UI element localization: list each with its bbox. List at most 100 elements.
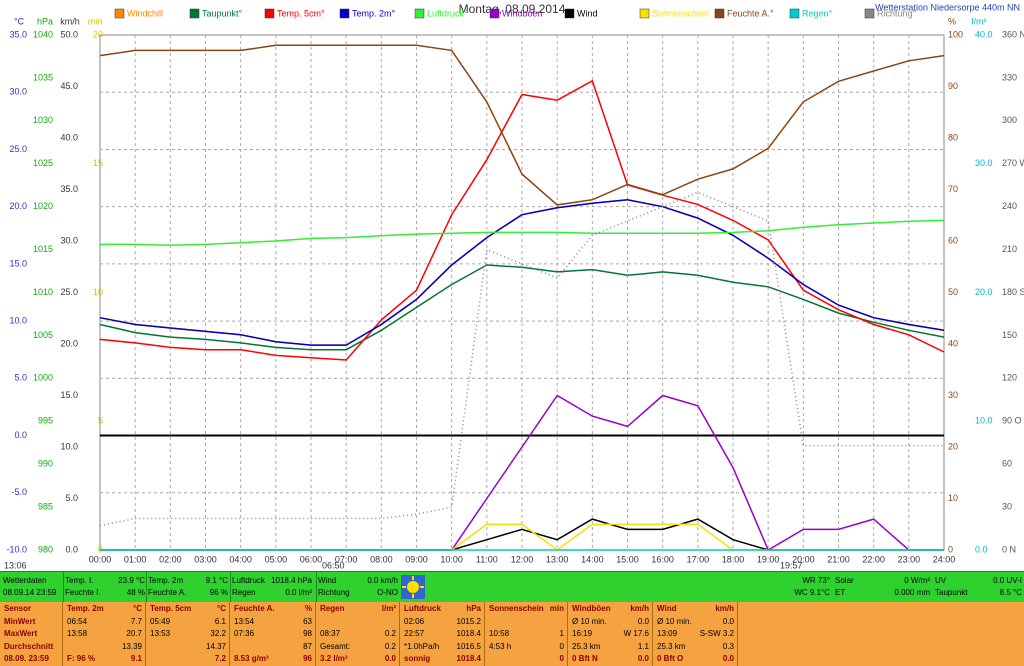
divider xyxy=(652,602,653,666)
legend-swatch xyxy=(114,8,125,19)
table-value: 0.2 xyxy=(384,641,396,651)
y-tick-label: 90 xyxy=(948,81,958,91)
y-tick-label: 30 xyxy=(1002,501,1012,511)
status-label: Regen xyxy=(232,588,256,597)
y-tick-label: 1030 xyxy=(33,115,53,125)
status-value: O-NO xyxy=(377,588,398,597)
y-tick-label: 20.0 xyxy=(60,338,78,348)
x-tick-label: 13:00 xyxy=(546,554,569,564)
y-tick-label: 5.0 xyxy=(65,493,78,503)
annotation: 06:50 xyxy=(322,560,345,570)
divider xyxy=(484,602,485,666)
status-value: WR 73° xyxy=(802,576,830,585)
x-tick-label: 16:00 xyxy=(651,554,674,564)
y-tick-label: 10.0 xyxy=(60,441,78,451)
table-cell: Windböen xyxy=(572,604,611,613)
status-label: UV xyxy=(935,576,947,585)
table-value: 1018.4 xyxy=(456,654,481,663)
axis-unit: min xyxy=(88,16,103,26)
divider xyxy=(567,602,568,666)
table-value: km/h xyxy=(630,604,649,613)
axis-unit: hPa xyxy=(37,16,53,26)
x-tick-label: 18:00 xyxy=(722,554,745,564)
sun-graphic xyxy=(402,576,424,598)
x-tick-label: 06:00 xyxy=(300,554,323,564)
table-value: S-SW 3.2 xyxy=(699,629,734,638)
y-tick-label: 35.0 xyxy=(60,184,78,194)
status-label: Feuchte I. xyxy=(65,588,101,597)
table-value: km/h xyxy=(715,604,734,613)
legend-swatch xyxy=(864,8,875,19)
legend-label: Regen° xyxy=(802,8,833,18)
y-tick-label: 30.0 xyxy=(9,87,27,97)
y-tick-label: 100 xyxy=(948,29,963,39)
status-value: 0 W/m² xyxy=(904,576,930,585)
table-value: 87 xyxy=(303,641,312,651)
table-value: 0.0 xyxy=(637,616,649,626)
table-value: 98 xyxy=(303,629,312,638)
table-cell: 25.3 km xyxy=(572,641,601,651)
table-value: 20.7 xyxy=(126,629,142,638)
y-tick-label: 1040 xyxy=(33,29,53,39)
divider xyxy=(230,572,231,602)
y-tick-label: 1035 xyxy=(33,72,53,82)
status-value: 1018.4 hPa xyxy=(271,576,312,585)
status-value: 23.9 °C xyxy=(118,576,145,585)
table-value: 1.1 xyxy=(637,641,649,651)
y-tick-label: 1010 xyxy=(33,287,53,297)
y-tick-label: 40.0 xyxy=(60,132,78,142)
status-date: 08.09.14 23:59 xyxy=(3,588,57,597)
y-tick-label: 20 xyxy=(93,29,103,39)
table-value: °C xyxy=(217,604,226,613)
table-cell: Sonnenschein xyxy=(489,604,544,613)
status-label: Temp. I. xyxy=(65,576,94,585)
table-value: 96 xyxy=(303,654,312,663)
y-tick-label: 1020 xyxy=(33,201,53,211)
divider xyxy=(62,602,63,666)
status-bar: Wetterdaten 08.09.14 23:59 Temp. I. 23.9 °C… xyxy=(0,571,1024,602)
divider xyxy=(146,572,147,602)
y-tick-label: -5.0 xyxy=(11,487,27,497)
table-cell: 13:09 xyxy=(657,629,678,638)
table-cell: sonnig xyxy=(404,654,431,663)
divider xyxy=(737,602,738,666)
x-tick-label: 00:00 xyxy=(89,554,112,564)
legend-label: Sonnenschein xyxy=(652,8,709,18)
table-cell: 06:54 xyxy=(67,616,88,626)
legend-swatch xyxy=(414,8,425,19)
table-value: hPa xyxy=(466,604,481,613)
series-line xyxy=(99,199,945,346)
table-value: 63 xyxy=(303,616,312,626)
legend-swatch xyxy=(639,8,650,19)
table-value: 9.1 xyxy=(130,654,142,663)
y-tick-label: 1015 xyxy=(33,244,53,254)
table-cell: 08:37 xyxy=(320,629,341,638)
y-tick-label: 10 xyxy=(948,493,958,503)
table-value: min xyxy=(549,604,564,613)
x-tick-label: 15:00 xyxy=(616,554,639,564)
status-label: Temp. 2m xyxy=(148,576,184,585)
table-cell: Luftdruck xyxy=(404,604,441,613)
table-value: 32.2 xyxy=(210,629,226,638)
table-cell: Feuchte A. xyxy=(234,604,275,613)
x-tick-label: 03:00 xyxy=(194,554,217,564)
axis-unit: °C xyxy=(14,16,25,26)
status-label: Feuchte A. xyxy=(148,588,187,597)
x-tick-label: 07:00 xyxy=(335,554,358,564)
table-cell: MaxWert xyxy=(4,629,38,638)
y-tick-label: 270 W xyxy=(1002,158,1024,168)
status-value: 0.0 km/h xyxy=(367,576,398,585)
y-tick-label: 70 xyxy=(948,184,958,194)
status-label: Solar xyxy=(835,576,854,585)
y-tick-label: 60 xyxy=(948,235,958,245)
table-value: 6.1 xyxy=(214,616,226,626)
y-tick-label: 180 S xyxy=(1002,287,1024,297)
x-tick-label: 14:00 xyxy=(581,554,604,564)
y-tick-label: 90 O xyxy=(1002,416,1022,426)
table-value: 0.2 xyxy=(384,629,396,638)
table-cell: 16:19 xyxy=(572,629,593,638)
table-cell: 4:53 h xyxy=(489,641,512,651)
table-value: 0 xyxy=(559,654,564,663)
y-tick-label: 25.0 xyxy=(60,287,78,297)
legend-swatch xyxy=(789,8,800,19)
